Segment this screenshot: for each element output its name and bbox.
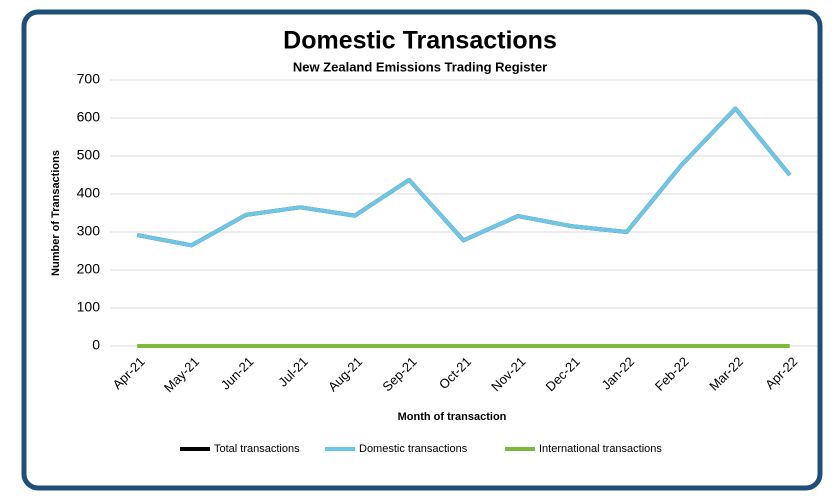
y-tick-label: 700 xyxy=(77,71,101,87)
chart-subtitle: New Zealand Emissions Trading Register xyxy=(293,59,547,74)
y-tick-label: 300 xyxy=(77,223,101,239)
y-tick-label: 400 xyxy=(77,185,101,201)
y-tick-label: 600 xyxy=(77,109,101,125)
legend-label: Total transactions xyxy=(214,443,300,455)
frame xyxy=(21,9,823,491)
line-series xyxy=(136,106,792,248)
chart-title: Domestic Transactions xyxy=(283,27,557,55)
legend-label: International transactions xyxy=(539,443,662,455)
y-tick-label: 0 xyxy=(92,337,100,353)
y-tick-label: 200 xyxy=(77,261,101,277)
y-tick-label: 100 xyxy=(77,299,101,315)
legend-label: Domestic transactions xyxy=(359,443,468,455)
y-axis-label: Number of Transactions xyxy=(50,150,62,276)
y-tick-label: 500 xyxy=(77,147,101,163)
x-axis-label: Month of transaction xyxy=(398,411,507,423)
